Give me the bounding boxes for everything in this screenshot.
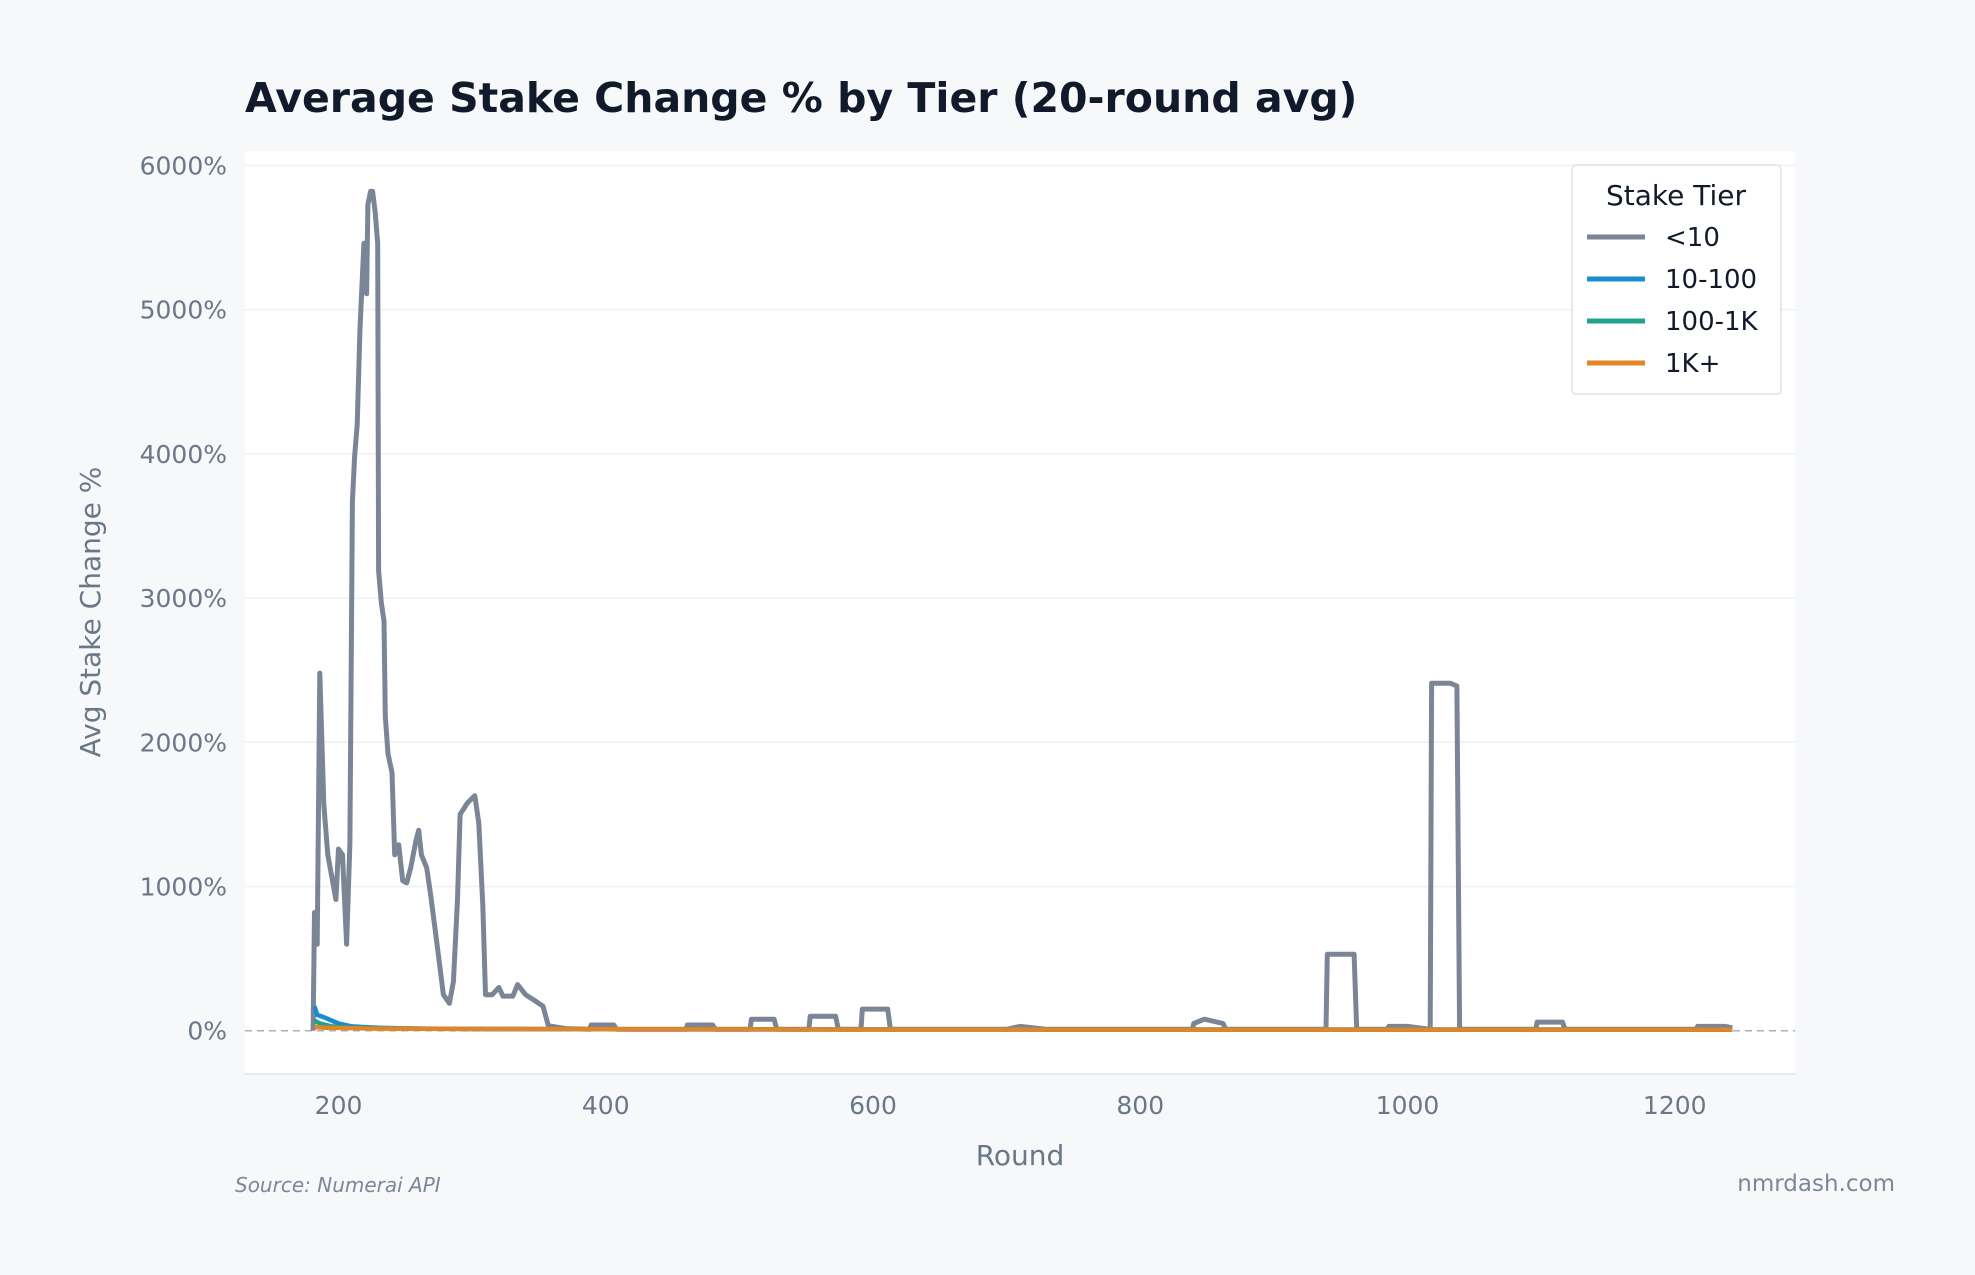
legend: Stake Tier <10 10-100 100-1K 1K+ <box>1571 164 1782 395</box>
legend-title: Stake Tier <box>1606 179 1747 212</box>
y-tick-label: 5000% <box>140 296 227 325</box>
legend-entry: 1K+ <box>1665 349 1720 379</box>
x-axis-label: Round <box>976 1139 1065 1172</box>
y-tick-label: 2000% <box>140 728 227 757</box>
y-tick-label: 6000% <box>140 151 227 180</box>
series-lines <box>310 188 1733 1032</box>
y-axis: 0% 1000% 2000% 3000% 4000% 5000% 6000% <box>140 151 227 1045</box>
x-tick-label: 1000 <box>1376 1091 1440 1120</box>
legend-box <box>1571 164 1782 395</box>
x-tick-label: 400 <box>582 1091 630 1120</box>
y-tick-label: 4000% <box>140 440 227 469</box>
brand-label: nmrdash.com <box>1737 1171 1895 1197</box>
series-line-0 <box>310 188 1733 1032</box>
source-note: Source: Numerai API <box>235 1173 441 1197</box>
legend-entry: <10 <box>1665 223 1720 253</box>
chart-title: Average Stake Change % by Tier (20-round… <box>245 74 1357 122</box>
legend-entry: 10-100 <box>1665 265 1757 295</box>
x-tick-label: 200 <box>315 1091 363 1120</box>
y-tick-label: 3000% <box>140 584 227 613</box>
x-tick-label: 600 <box>849 1091 897 1120</box>
series-line-3 <box>314 1024 1733 1032</box>
x-tick-label: 800 <box>1116 1091 1164 1120</box>
y-tick-label: 0% <box>187 1017 227 1046</box>
y-tick-label: 1000% <box>140 873 227 902</box>
x-axis: 200 400 600 800 1000 1200 <box>315 1091 1707 1120</box>
x-tick-label: 1200 <box>1643 1091 1707 1120</box>
plot-area <box>245 151 1795 1074</box>
legend-entry: 100-1K <box>1665 307 1759 337</box>
y-axis-label: Avg Stake Change % <box>74 467 107 758</box>
